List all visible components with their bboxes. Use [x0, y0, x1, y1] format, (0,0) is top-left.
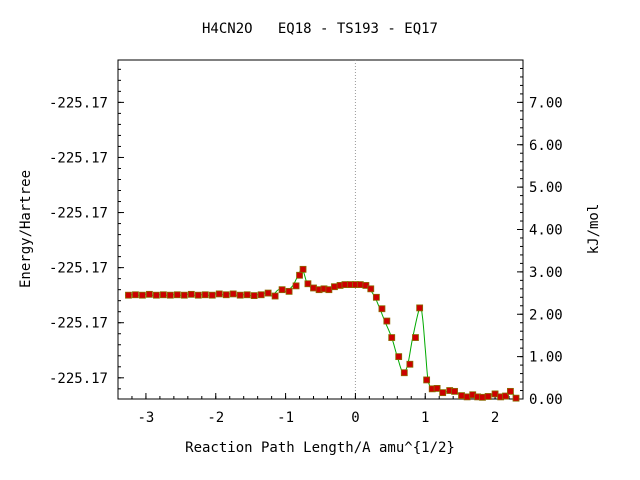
data-point — [406, 360, 414, 368]
left-tick-label: -225.17 — [49, 95, 108, 111]
data-point — [257, 291, 265, 299]
data-point — [132, 291, 139, 299]
data-point — [271, 292, 279, 300]
data-point — [153, 291, 160, 299]
right-tick-label: 0.00 — [529, 392, 563, 408]
plot-frame — [117, 59, 524, 400]
data-point — [367, 285, 375, 293]
data-point — [125, 291, 132, 299]
data-point — [372, 293, 380, 301]
data-point — [463, 393, 471, 401]
data-point — [502, 392, 509, 400]
data-point — [201, 291, 209, 299]
data-point — [433, 385, 441, 392]
right-tick-label: 6.00 — [529, 138, 563, 154]
data-point — [250, 292, 258, 300]
data-point — [229, 290, 237, 298]
data-point — [356, 281, 364, 288]
x-tick-label: 1 — [421, 410, 429, 426]
data-point — [484, 393, 492, 400]
right-tick-label: 5.00 — [529, 180, 563, 196]
data-point — [146, 290, 153, 298]
left-tick-label: -225.17 — [49, 150, 108, 166]
right-tick-label: 3.00 — [529, 265, 563, 281]
y-axis-label-left: Energy/Hartree — [18, 170, 34, 288]
data-point — [388, 334, 396, 341]
data-point — [507, 387, 514, 395]
data-point — [423, 376, 431, 384]
data-point — [310, 284, 317, 292]
x-tick-label: 2 — [491, 410, 499, 426]
data-point — [243, 291, 251, 299]
right-tick-label: 7.00 — [529, 95, 563, 111]
data-point — [285, 287, 293, 295]
data-point — [159, 291, 167, 299]
data-point — [416, 304, 424, 312]
data-point — [439, 389, 447, 397]
x-tick-label: -2 — [207, 410, 224, 426]
data-point — [292, 282, 300, 290]
data-point — [395, 353, 403, 361]
chart-title: H4CN2O EQ18 - TS193 - EQ17 — [202, 21, 438, 37]
data-point — [512, 394, 520, 402]
data-point — [187, 290, 195, 298]
data-point — [299, 265, 307, 273]
data-point — [173, 291, 181, 299]
data-point — [331, 283, 338, 291]
data-point — [451, 387, 458, 395]
y-axis-label-right: kJ/mol — [586, 204, 602, 255]
data-point — [383, 317, 391, 325]
left-tick-label: -225.17 — [49, 261, 108, 277]
data-point-markers — [125, 265, 520, 402]
data-point — [166, 291, 174, 299]
x-tick-label: -1 — [277, 410, 294, 426]
data-point — [222, 291, 230, 299]
axis-ticks: -3 -2 -1 0 1 2 0.00 1.00 2.00 3.00 4.00 5.00 6.00 7.0… — [49, 59, 563, 426]
right-tick-label: 4.00 — [529, 223, 563, 239]
right-tick-label: 1.00 — [529, 350, 563, 366]
data-point — [236, 291, 244, 299]
data-point — [479, 393, 486, 401]
data-point — [139, 291, 146, 299]
x-tick-label: -3 — [138, 410, 155, 426]
left-tick-label: -225.17 — [49, 371, 108, 387]
data-point — [304, 280, 312, 288]
data-point — [458, 392, 465, 400]
data-point — [412, 334, 419, 341]
left-tick-label: -225.17 — [49, 316, 108, 332]
data-point — [296, 271, 303, 279]
data-point — [215, 290, 223, 298]
data-point — [341, 281, 349, 288]
x-axis-label: Reaction Path Length/A amu^{1/2} — [185, 440, 455, 456]
data-point — [278, 286, 286, 294]
data-point — [208, 291, 216, 299]
data-point — [325, 286, 333, 294]
left-tick-label: -225.17 — [49, 206, 108, 222]
data-point — [264, 289, 272, 297]
x-tick-label: 0 — [351, 410, 359, 426]
data-point — [491, 390, 499, 398]
data-point — [194, 291, 202, 299]
data-point — [180, 291, 188, 299]
data-point — [400, 369, 408, 377]
right-tick-label: 2.00 — [529, 307, 563, 323]
data-point — [378, 305, 386, 313]
